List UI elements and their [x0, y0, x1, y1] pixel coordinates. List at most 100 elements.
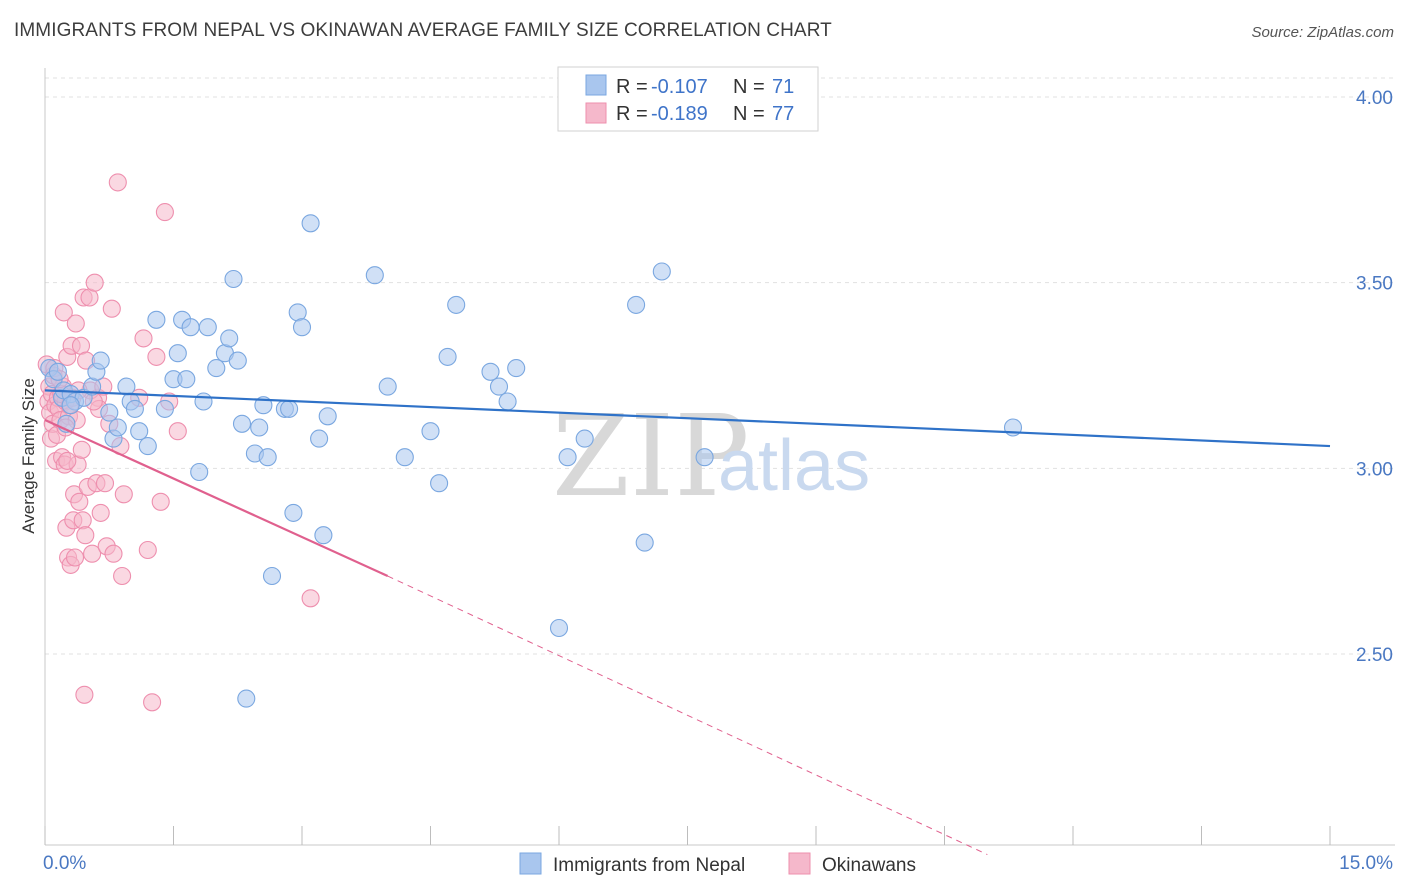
legend-r-label-okinawans: R =: [616, 103, 648, 125]
point-nepal: [447, 295, 466, 314]
legend-bottom-label-okinawans[interactable]: Okinawans: [822, 855, 916, 876]
point-nepal: [575, 429, 594, 448]
point-nepal: [168, 344, 187, 363]
point-okinawans: [85, 273, 104, 292]
point-nepal: [378, 377, 397, 396]
chart-title: IMMIGRANTS FROM NEPAL VS OKINAWAN AVERAG…: [14, 20, 832, 41]
x-tick-label-min: 0.0%: [43, 853, 86, 874]
point-nepal: [498, 392, 517, 411]
point-nepal: [489, 377, 509, 396]
point-nepal: [177, 370, 196, 389]
point-okinawans: [143, 693, 162, 712]
x-tick-label-max: 15.0%: [1339, 853, 1393, 874]
point-nepal: [147, 310, 166, 329]
point-nepal: [438, 347, 457, 366]
legend-bottom-label-nepal[interactable]: Immigrants from Nepal: [553, 855, 745, 876]
point-okinawans: [73, 511, 92, 530]
point-okinawans: [104, 544, 123, 563]
point-nepal: [198, 318, 217, 337]
point-okinawans: [134, 329, 153, 348]
point-okinawans: [108, 173, 127, 192]
point-nepal: [507, 359, 526, 378]
watermark: ZIP atlas: [552, 392, 870, 522]
watermark-atlas: atlas: [718, 426, 870, 506]
x-ticks: [44, 826, 1331, 845]
point-okinawans: [58, 451, 77, 470]
y-tick-label: 3.00: [1356, 459, 1393, 480]
point-nepal: [181, 318, 200, 337]
point-okinawans: [138, 540, 157, 560]
point-nepal: [284, 503, 303, 522]
point-nepal: [318, 407, 337, 426]
legend-n-label-okinawans: N =: [733, 103, 765, 125]
y-tick-labels: 2.50 3.00 3.50 4.00: [1356, 88, 1393, 666]
legend-top: R = -0.107 N = 71 R = -0.189 N = 77: [557, 66, 819, 132]
legend-bottom: Immigrants from Nepal Okinawans: [519, 852, 916, 876]
legend-n-label-nepal: N =: [733, 76, 765, 98]
point-nepal: [421, 422, 440, 441]
trend-line-okinawans: [44, 419, 389, 578]
point-nepal: [258, 448, 277, 467]
point-okinawans: [76, 526, 95, 545]
y-tick-label: 2.50: [1356, 645, 1393, 666]
point-nepal: [232, 414, 252, 433]
y-tick-label: 4.00: [1356, 88, 1393, 109]
point-nepal: [652, 262, 671, 281]
point-okinawans: [66, 314, 85, 333]
legend-swatch-okinawans: [585, 102, 607, 124]
trend-lines: [44, 389, 1331, 855]
legend-r-value-okinawans: -0.189: [651, 103, 708, 125]
point-nepal: [228, 351, 247, 370]
trend-line-okinawans-extension: [387, 575, 988, 855]
point-okinawans: [65, 548, 85, 567]
point-nepal: [220, 329, 239, 348]
point-nepal: [61, 396, 80, 415]
point-nepal: [48, 362, 67, 381]
point-okinawans: [95, 474, 115, 493]
point-okinawans: [75, 685, 94, 704]
y-axis-label: Average Family Size: [19, 378, 38, 534]
point-nepal: [301, 214, 320, 233]
point-okinawans: [151, 492, 170, 511]
point-nepal: [130, 422, 149, 441]
point-nepal: [549, 618, 569, 638]
point-nepal: [365, 266, 384, 285]
legend-n-value-nepal: 71: [772, 76, 794, 98]
point-okinawans: [91, 503, 110, 522]
point-nepal: [262, 566, 282, 586]
legend-swatch-nepal: [585, 74, 607, 96]
point-nepal: [280, 399, 299, 418]
point-nepal: [481, 362, 500, 381]
point-okinawans: [114, 485, 133, 504]
point-okinawans: [113, 566, 132, 586]
point-nepal: [314, 526, 333, 545]
point-okinawans: [102, 299, 121, 318]
series-okinawans-points: [37, 173, 320, 712]
point-nepal: [190, 462, 209, 482]
point-nepal: [138, 437, 157, 456]
legend-bottom-swatch-okinawans[interactable]: [788, 852, 811, 875]
point-okinawans: [54, 303, 73, 322]
point-nepal: [430, 474, 449, 493]
point-okinawans: [147, 347, 166, 366]
point-okinawans: [168, 422, 187, 441]
point-nepal: [100, 403, 119, 422]
point-nepal: [395, 448, 414, 467]
trend-line-nepal: [44, 389, 1331, 448]
point-nepal: [695, 448, 714, 467]
point-nepal: [292, 318, 312, 337]
legend-n-value-okinawans: 77: [772, 103, 794, 125]
point-okinawans: [155, 203, 174, 222]
legend-bottom-swatch-nepal[interactable]: [519, 852, 542, 875]
point-nepal: [194, 392, 213, 411]
point-nepal: [224, 269, 243, 289]
point-nepal: [310, 429, 329, 448]
legend-r-label-nepal: R =: [616, 76, 648, 98]
point-nepal: [155, 399, 174, 418]
gridlines: [45, 77, 1395, 655]
point-nepal: [237, 689, 256, 708]
point-okinawans: [83, 544, 102, 563]
point-nepal: [558, 448, 577, 467]
point-nepal: [635, 533, 654, 552]
